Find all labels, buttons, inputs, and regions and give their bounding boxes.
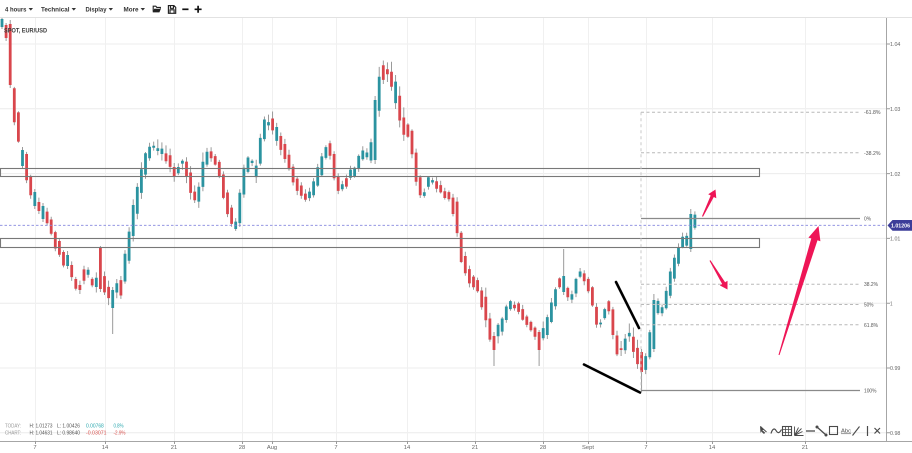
- svg-text:21: 21: [171, 445, 177, 451]
- svg-text:1.04: 1.04: [890, 42, 901, 48]
- svg-text:-61.8%: -61.8%: [864, 110, 881, 116]
- svg-text:-38.2%: -38.2%: [864, 151, 881, 157]
- svg-text:7: 7: [33, 445, 36, 451]
- svg-text:28: 28: [540, 445, 546, 451]
- svg-text:1.02: 1.02: [890, 172, 900, 178]
- svg-text:21: 21: [802, 445, 808, 451]
- svg-text:H: 1.01273: H: 1.01273: [30, 424, 53, 430]
- svg-text:0.99: 0.99: [890, 366, 900, 372]
- svg-text:1: 1: [890, 301, 893, 307]
- svg-text:50%: 50%: [864, 303, 874, 309]
- svg-text:L: 1.00426: L: 1.00426: [57, 424, 80, 430]
- svg-text:-0.03071: -0.03071: [86, 431, 107, 437]
- svg-text:SPOT, EUR/USD: SPOT, EUR/USD: [4, 28, 47, 35]
- svg-text:Abc: Abc: [841, 429, 851, 435]
- svg-text:1.01206: 1.01206: [891, 223, 910, 229]
- svg-text:Sept: Sept: [582, 445, 594, 451]
- svg-text:14: 14: [404, 445, 411, 451]
- svg-text:14: 14: [102, 445, 109, 451]
- svg-text:7: 7: [334, 445, 337, 451]
- svg-text:7: 7: [644, 445, 647, 451]
- svg-text:21: 21: [472, 445, 478, 451]
- svg-text:0.8%: 0.8%: [114, 424, 124, 430]
- svg-text:1.03: 1.03: [890, 107, 900, 113]
- svg-text:More: More: [124, 7, 139, 14]
- svg-text:61.8%: 61.8%: [864, 323, 878, 329]
- svg-text:TODAY:: TODAY:: [5, 424, 21, 430]
- svg-text:Display: Display: [86, 7, 107, 14]
- svg-text:Technical: Technical: [41, 7, 70, 14]
- svg-text:-2.9%: -2.9%: [114, 431, 126, 437]
- svg-text:0%: 0%: [864, 217, 871, 223]
- svg-text:0.00768: 0.00768: [86, 424, 104, 430]
- svg-text:H: 1.04631: H: 1.04631: [30, 431, 53, 437]
- svg-text:28: 28: [239, 445, 245, 451]
- svg-text:14: 14: [709, 445, 716, 451]
- svg-text:38.2%: 38.2%: [864, 282, 878, 288]
- svg-text:4 hours: 4 hours: [5, 7, 27, 14]
- svg-text:100%: 100%: [864, 389, 877, 395]
- svg-text:Aug: Aug: [267, 445, 277, 451]
- svg-text:0.98: 0.98: [890, 431, 900, 437]
- svg-text:CHART:: CHART:: [5, 431, 21, 437]
- svg-text:1.01: 1.01: [890, 237, 900, 243]
- svg-text:L: 0.98640: L: 0.98640: [57, 431, 80, 437]
